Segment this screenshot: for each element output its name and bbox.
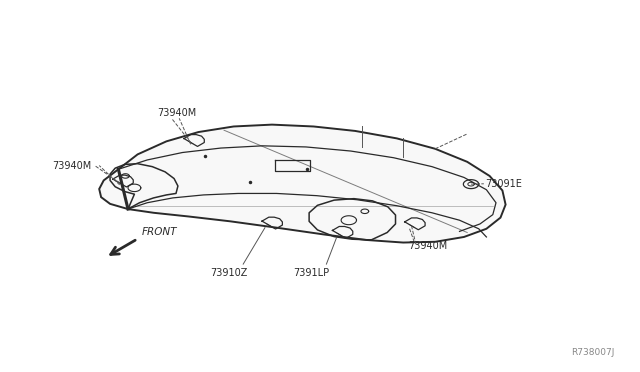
Text: 73940M: 73940M [408,241,447,250]
Text: 73940M: 73940M [52,161,92,170]
Text: 73940M: 73940M [157,109,196,118]
Text: 7391LP: 7391LP [294,269,330,278]
Polygon shape [99,125,506,243]
Text: R738007J: R738007J [571,348,614,357]
Text: FRONT: FRONT [142,227,177,237]
Text: 73910Z: 73910Z [211,269,248,278]
Text: 73091E: 73091E [485,179,522,189]
